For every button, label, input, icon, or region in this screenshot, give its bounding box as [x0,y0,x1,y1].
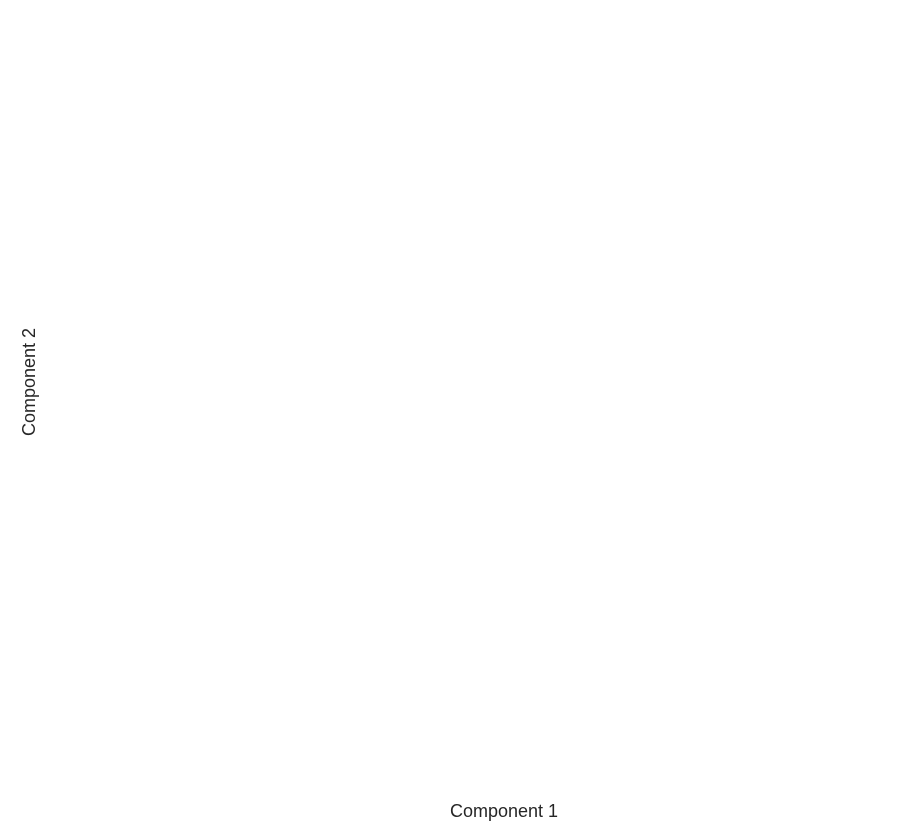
y-axis-label: Component 2 [19,328,39,436]
x-axis-label: Component 1 [450,801,558,821]
